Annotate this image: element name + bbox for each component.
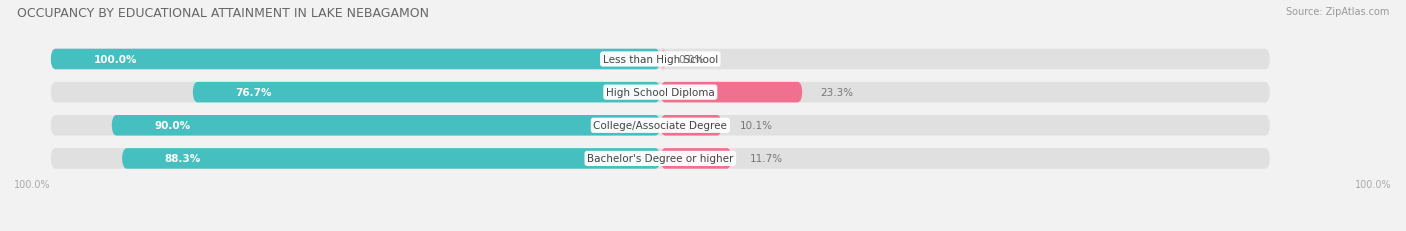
Text: 0.0%: 0.0% [679,55,704,65]
Text: 76.7%: 76.7% [235,88,271,98]
Text: 90.0%: 90.0% [155,121,190,131]
Text: 100.0%: 100.0% [1355,179,1392,189]
Text: 23.3%: 23.3% [821,88,853,98]
Text: 11.7%: 11.7% [749,154,783,164]
FancyBboxPatch shape [193,82,661,103]
FancyBboxPatch shape [661,82,803,103]
FancyBboxPatch shape [661,49,666,70]
FancyBboxPatch shape [661,116,721,136]
Text: Source: ZipAtlas.com: Source: ZipAtlas.com [1285,7,1389,17]
FancyBboxPatch shape [51,49,661,70]
Text: College/Associate Degree: College/Associate Degree [593,121,727,131]
Text: OCCUPANCY BY EDUCATIONAL ATTAINMENT IN LAKE NEBAGAMON: OCCUPANCY BY EDUCATIONAL ATTAINMENT IN L… [17,7,429,20]
Text: 100.0%: 100.0% [93,55,136,65]
Text: High School Diploma: High School Diploma [606,88,714,98]
Text: 100.0%: 100.0% [14,179,51,189]
FancyBboxPatch shape [51,82,1270,103]
FancyBboxPatch shape [661,149,731,169]
Text: 88.3%: 88.3% [165,154,201,164]
Text: Less than High School: Less than High School [603,55,718,65]
FancyBboxPatch shape [51,116,1270,136]
FancyBboxPatch shape [51,49,1270,70]
Text: Bachelor's Degree or higher: Bachelor's Degree or higher [588,154,734,164]
Text: 10.1%: 10.1% [740,121,773,131]
FancyBboxPatch shape [111,116,661,136]
FancyBboxPatch shape [122,149,661,169]
FancyBboxPatch shape [51,149,1270,169]
